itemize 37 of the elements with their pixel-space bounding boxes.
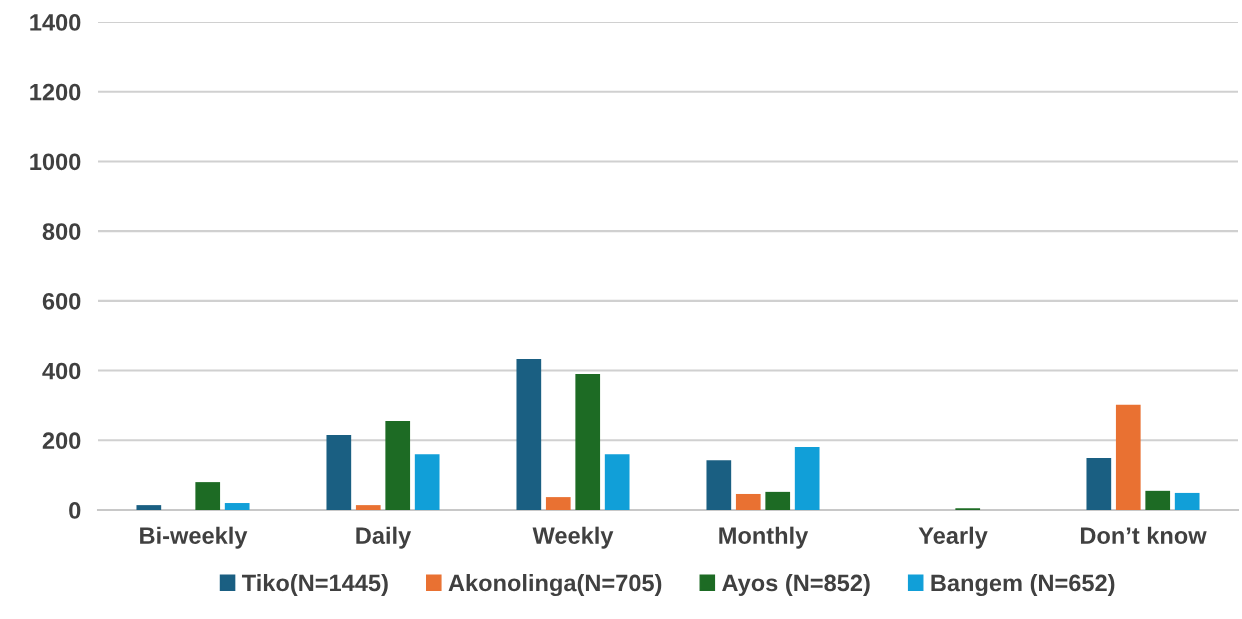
bar xyxy=(1086,458,1112,510)
legend-label: Ayos (N=852) xyxy=(722,574,870,597)
y-tick-label: 1200 xyxy=(30,83,81,101)
x-tick-label: Monthly xyxy=(719,526,809,549)
bar xyxy=(765,491,791,510)
bar xyxy=(516,359,542,510)
x-tick-label: Bi-weekly xyxy=(140,526,248,549)
x-tick-label: Daily xyxy=(356,526,412,549)
bar xyxy=(385,421,411,510)
x-tick-label: Don’t know xyxy=(1080,526,1207,545)
bar xyxy=(355,505,381,510)
bar xyxy=(735,493,761,510)
y-tick-label: 400 xyxy=(42,362,81,380)
bar xyxy=(706,460,732,510)
bar xyxy=(326,435,352,510)
bar xyxy=(224,503,250,510)
y-tick-label: 0 xyxy=(69,502,81,519)
bar xyxy=(794,446,820,510)
bar xyxy=(1145,490,1171,510)
y-tick-label: 200 xyxy=(42,432,81,450)
bar xyxy=(575,374,601,510)
bar xyxy=(136,505,162,510)
bar xyxy=(604,454,630,510)
y-tick-label: 800 xyxy=(42,223,81,240)
bar xyxy=(195,482,221,510)
legend-label: Bangem (N=652) xyxy=(931,574,1115,597)
bar xyxy=(1115,404,1141,510)
bar xyxy=(545,497,571,510)
y-tick-label: 600 xyxy=(42,292,81,310)
y-tick-label: 1400 xyxy=(30,14,81,31)
legend-label: Tiko(N=1445) xyxy=(241,574,388,597)
y-tick-label: 1000 xyxy=(30,153,81,171)
bar xyxy=(1174,492,1200,510)
legend-label: Akonolinga(N=705) xyxy=(448,574,662,597)
bar xyxy=(414,454,440,510)
x-tick-label: Yearly xyxy=(918,526,988,549)
x-tick-label: Weekly xyxy=(532,526,614,549)
